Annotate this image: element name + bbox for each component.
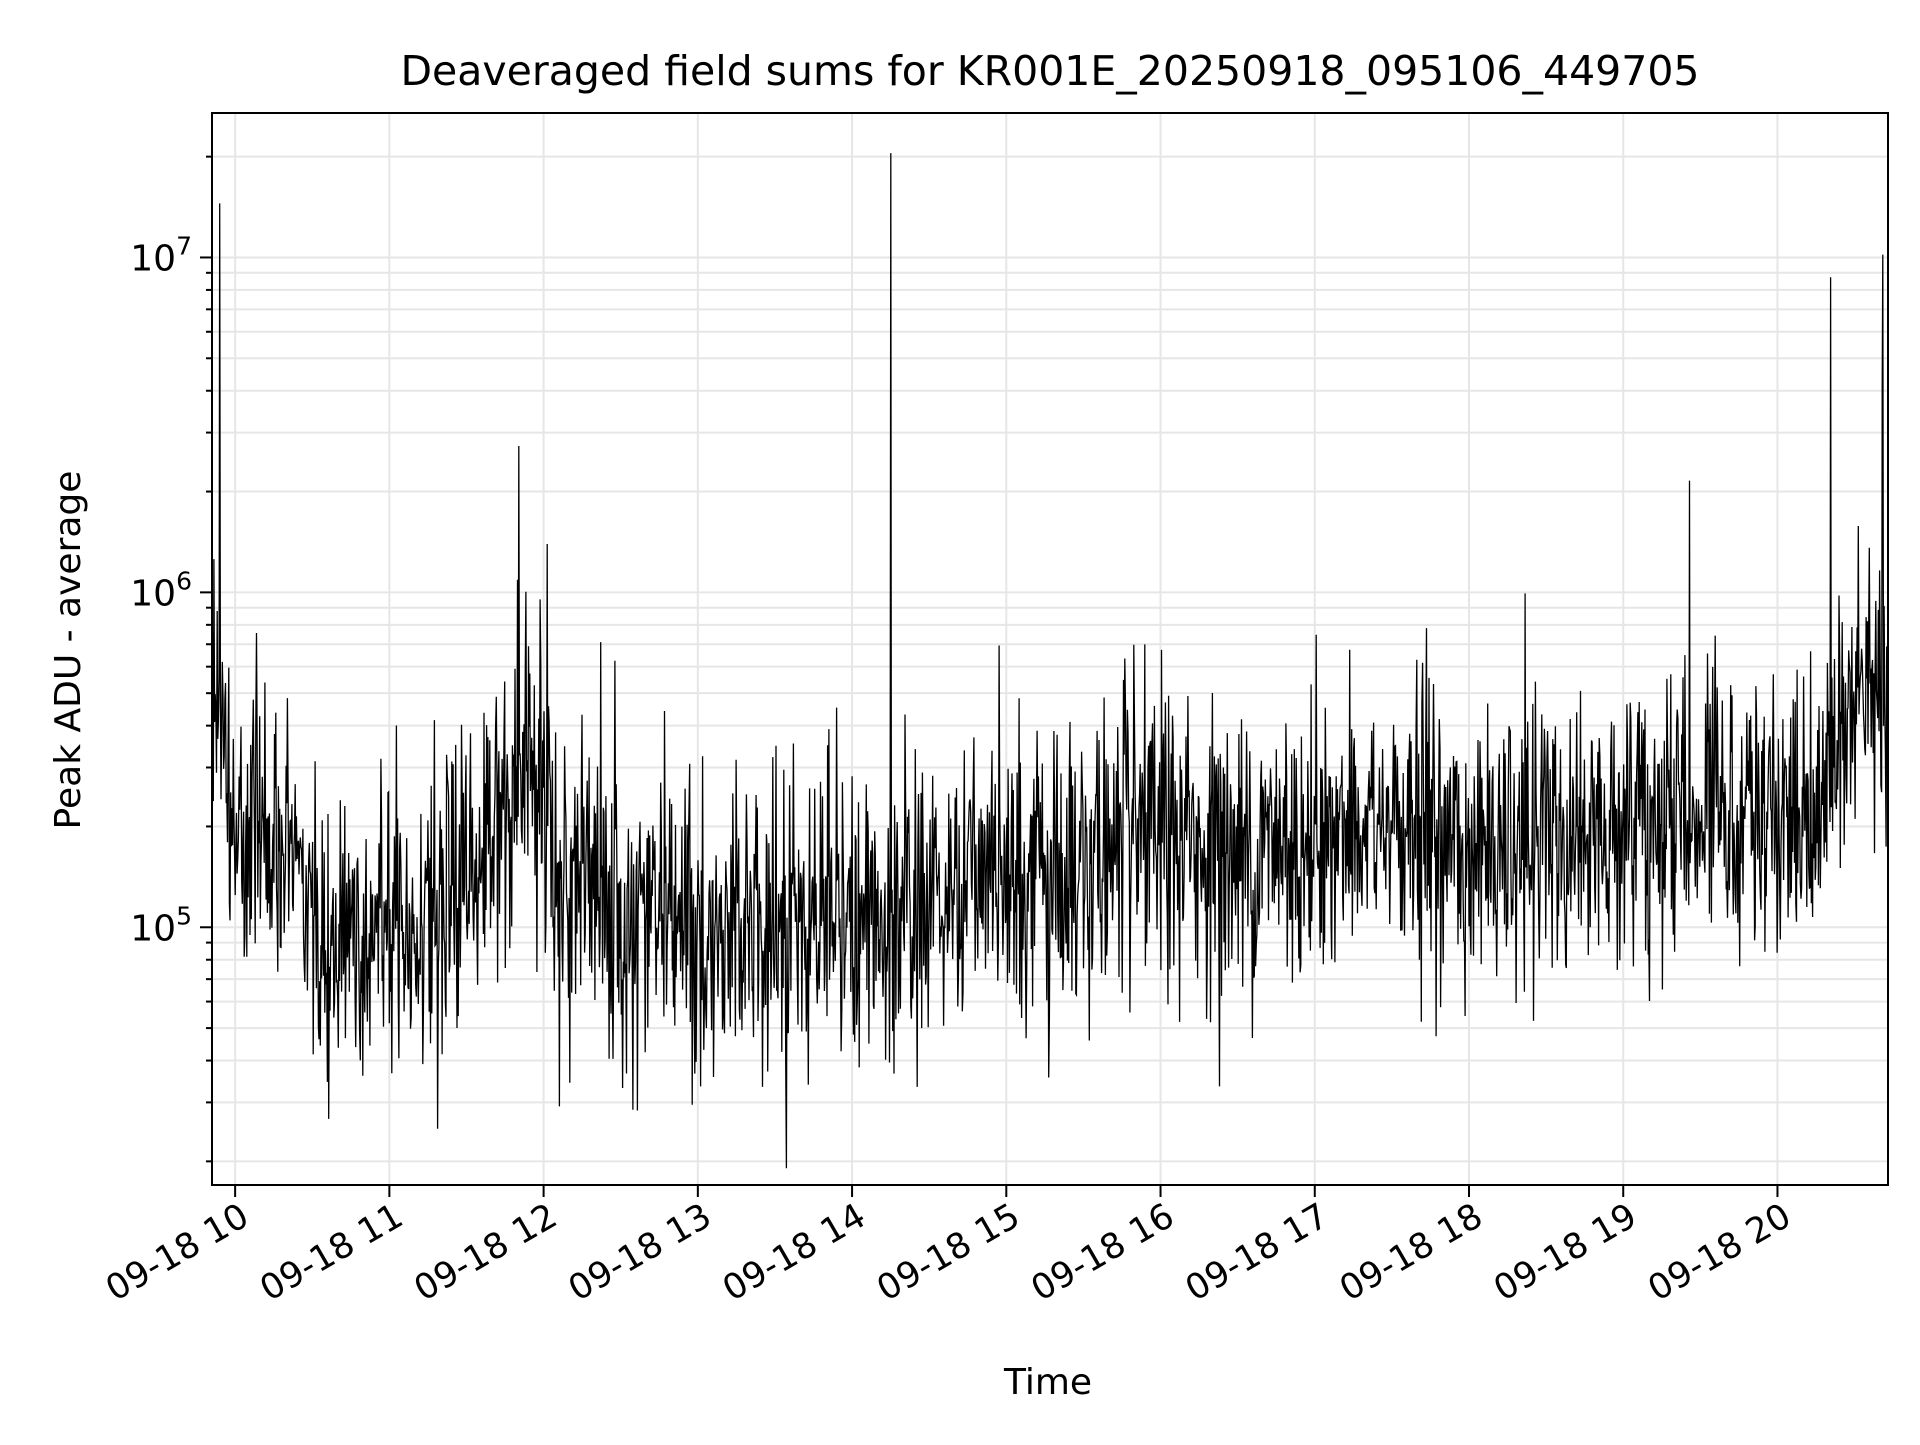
y-axis-label: Peak ADU - average [48,471,89,830]
plot-area [211,153,1889,1169]
y-tick-label-exponent: 6 [176,566,192,595]
y-tick-label-base: 10 [130,238,176,279]
y-tick-label-exponent: 5 [176,901,192,930]
y-tick-label-base: 10 [130,573,176,614]
y-tick-label: 107 [130,231,192,279]
y-tick-label: 106 [130,566,192,614]
y-tick-label-base: 10 [130,908,176,949]
y-tick-label-exponent: 7 [176,231,192,260]
x-axis-label: Time [1003,1362,1092,1403]
chart-title: Deaveraged field sums for KR001E_2025091… [400,47,1699,95]
series-line [211,153,1889,1169]
axes-frame [211,112,1889,1186]
y-tick-label: 105 [130,901,192,949]
